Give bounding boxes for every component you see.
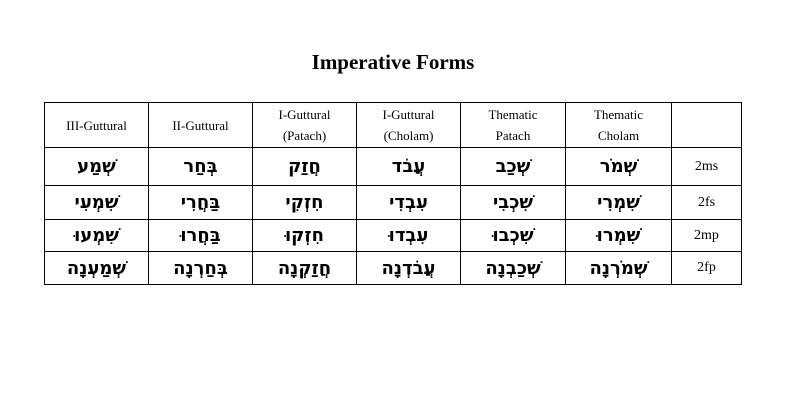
header-row: III-Guttural II-Guttural I-Guttural (Pata… [44,102,742,148]
header-text: (Cholam) [383,128,434,143]
header-text: III-Guttural [66,117,127,133]
table-row: שְׁמַע בְּחַר חֲזַק עֲבֹד שְׁכַב שְׁמֹר … [44,147,742,186]
hebrew-cell: שִׁכְבוּ [460,219,566,252]
column-header: I-Guttural (Patach) [252,102,357,148]
hebrew-cell: שְׁכַב [460,147,566,186]
row-label: 2ms [671,147,742,186]
header-text: Patach [495,128,531,143]
hebrew-cell: עֲבֹד [356,147,461,186]
table-row: שִׁמְעִי בַּחֲרִי חִזְקִי עִבְדִי שִׁכְב… [44,185,742,220]
hebrew-cell: עֲבֹדְנָה [356,251,461,285]
header-text: Thematic [593,107,644,122]
hebrew-cell: בְּחַר [148,147,253,186]
hebrew-cell: שְׁמֹר [565,147,672,186]
row-label: 2fp [671,251,742,285]
hebrew-cell: חֲזַק [252,147,357,186]
row-label: 2fs [671,185,742,220]
hebrew-cell: עִבְדוּ [356,219,461,252]
column-header: III-Guttural [44,102,149,148]
hebrew-cell: שִׁמְעוּ [44,219,149,252]
table-row: שִׁמְעוּ בַּחֲרוּ חִזְקוּ עִבְדוּ שִׁכְב… [44,219,742,252]
column-header: II-Guttural [148,102,253,148]
page-title: Imperative Forms [311,50,475,74]
hebrew-cell: שְׁמַעְנָה [44,251,149,285]
hebrew-cell: שְׁכַבְנָה [460,251,566,285]
hebrew-cell: עִבְדִי [356,185,461,220]
header-text: II-Guttural [172,117,229,133]
column-header: Thematic Cholam [565,102,672,148]
header-text: Thematic [488,107,538,122]
column-header: I-Guttural (Cholam) [356,102,461,148]
hebrew-cell: חִזְקוּ [252,219,357,252]
table-row: שְׁמַעְנָה בְּחַרְנָה חֲזַקְנָה עֲבֹדְנָ… [44,251,742,285]
hebrew-cell: שִׁמְרוּ [565,219,672,252]
hebrew-cell: שִׁכְבִי [460,185,566,220]
header-text: I-Guttural [382,107,435,122]
hebrew-cell: שִׁמְרִי [565,185,672,220]
hebrew-cell: שִׁמְעִי [44,185,149,220]
hebrew-cell: חֲזַקְנָה [252,251,357,285]
header-text: (Patach) [282,128,327,143]
header-text: Cholam [597,128,640,143]
hebrew-cell: חִזְקִי [252,185,357,220]
column-header-empty [671,102,742,148]
hebrew-cell: בַּחֲרוּ [148,219,253,252]
row-label: 2mp [671,219,742,252]
hebrew-cell: בַּחֲרִי [148,185,253,220]
imperative-forms-table: III-Guttural II-Guttural I-Guttural (Pata… [44,102,742,285]
hebrew-cell: שְׁמַע [44,147,149,186]
header-text: I-Guttural [278,107,331,122]
hebrew-cell: בְּחַרְנָה [148,251,253,285]
column-header: Thematic Patach [460,102,566,148]
hebrew-cell: שְׁמֹרְנָה [565,251,672,285]
